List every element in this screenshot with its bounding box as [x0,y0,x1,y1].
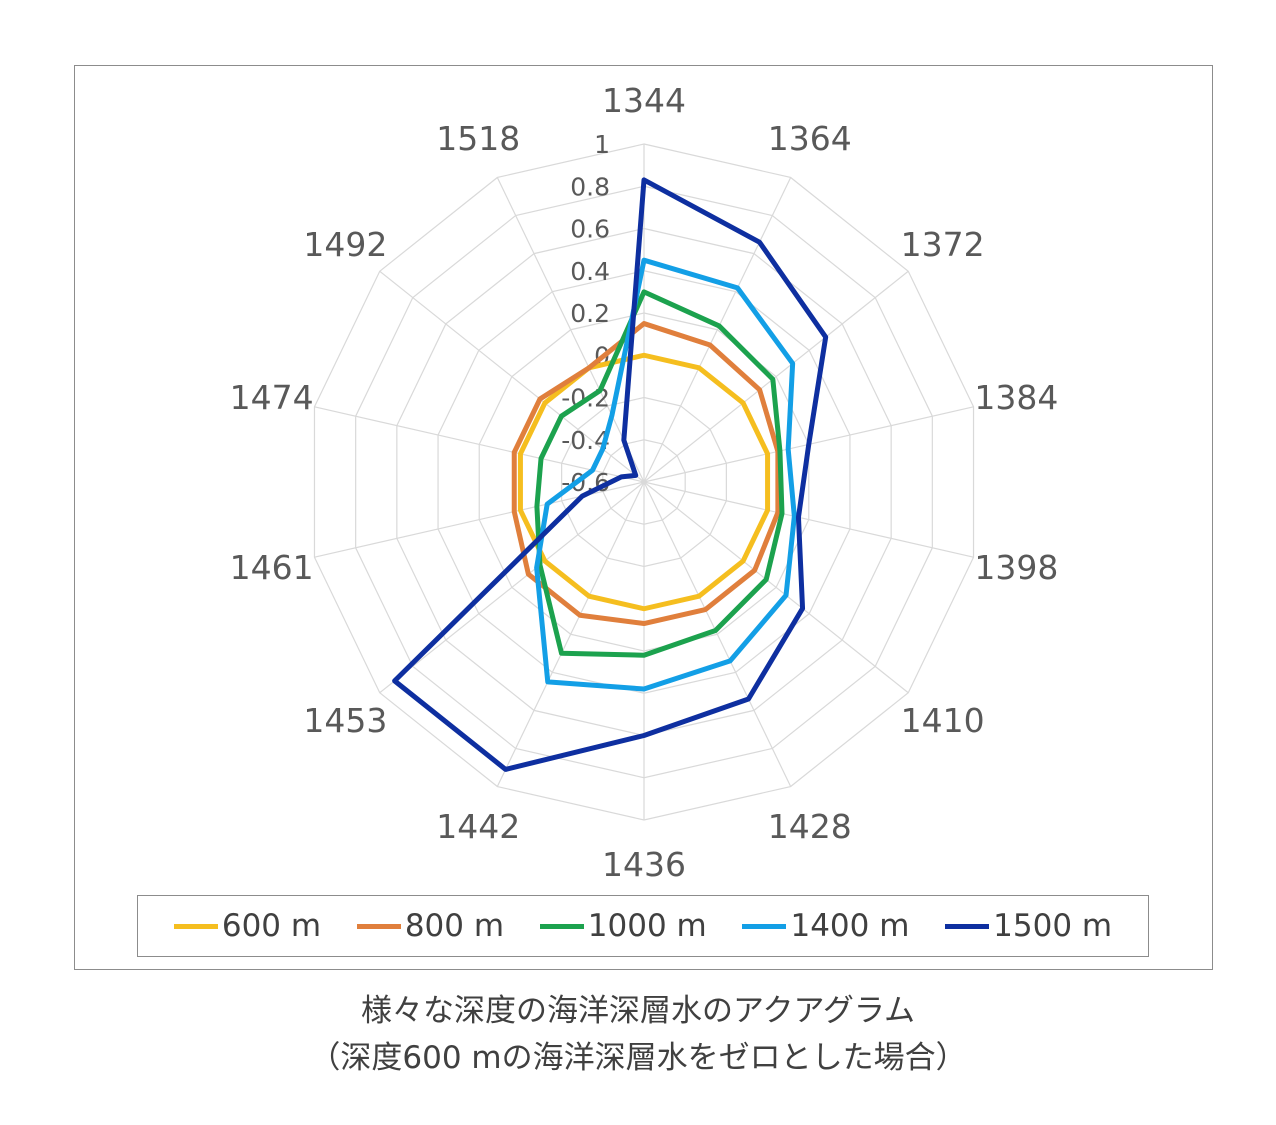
series-line-0 [517,352,771,612]
series-line-2 [534,289,785,658]
axis-label-1384: 1384 [974,378,1058,417]
axis-label-1453: 1453 [303,701,387,740]
legend-label: 1400 m [790,908,910,944]
legend-swatch [173,923,218,929]
axis-label-1461: 1461 [230,548,314,587]
series-line-1 [511,321,781,627]
axis-label-1474: 1474 [230,378,314,417]
legend-item-1500m[interactable]: 1500 m [945,908,1112,944]
legend-swatch [539,923,584,929]
grid-spoke [643,481,974,558]
axis-label-1442: 1442 [436,807,520,846]
grid-spoke [496,177,645,483]
legend-label: 600 m [221,908,322,944]
legend-swatch [945,923,990,929]
legend-swatch [356,923,401,929]
axis-label-1410: 1410 [901,701,985,740]
axis-label-1436: 1436 [602,845,686,884]
legend: 600 m 800 m 1000 m 1400 m 1500 m [137,895,1149,957]
axis-label-1518: 1518 [436,119,520,158]
grid-spoke [314,406,645,483]
grid-spoke [643,481,792,787]
axis-label-1372: 1372 [901,225,985,264]
axis-label-1398: 1398 [974,548,1058,587]
axis-label-1492: 1492 [303,225,387,264]
series-line-4 [392,177,829,772]
grid-spoke [379,481,645,694]
legend-label: 800 m [404,908,505,944]
axis-label-1344: 1344 [602,81,686,120]
tick-label: 1 [594,130,610,159]
axis-label-1428: 1428 [768,807,852,846]
grid-spoke [643,481,909,694]
grid-spoke [496,481,645,787]
legend-item-1400m[interactable]: 1400 m [742,908,909,944]
tick-label: 0.8 [570,172,610,201]
grid-spoke [379,270,645,483]
grid-spoke [643,270,909,483]
caption-title: 様々な深度の海洋深層水のアクアグラム [361,993,915,1029]
legend-label: 1500 m [993,908,1113,944]
legend-item-800m[interactable]: 800 m [356,908,505,944]
caption-subtitle: （深度600 mの海洋深層水をゼロとした場合） [309,1040,967,1076]
axis-label-1364: 1364 [768,119,852,158]
tick-label: 0.2 [570,299,610,328]
tick-label: 0.4 [570,257,610,286]
legend-swatch [742,923,787,929]
legend-item-600m[interactable]: 600 m [173,908,322,944]
tick-label: 0.6 [570,215,610,244]
series-line-3 [534,257,797,692]
chart-frame [74,65,1213,970]
grid-spoke [643,177,792,483]
legend-label: 1000 m [587,908,707,944]
legend-item-1000m[interactable]: 1000 m [539,908,707,944]
